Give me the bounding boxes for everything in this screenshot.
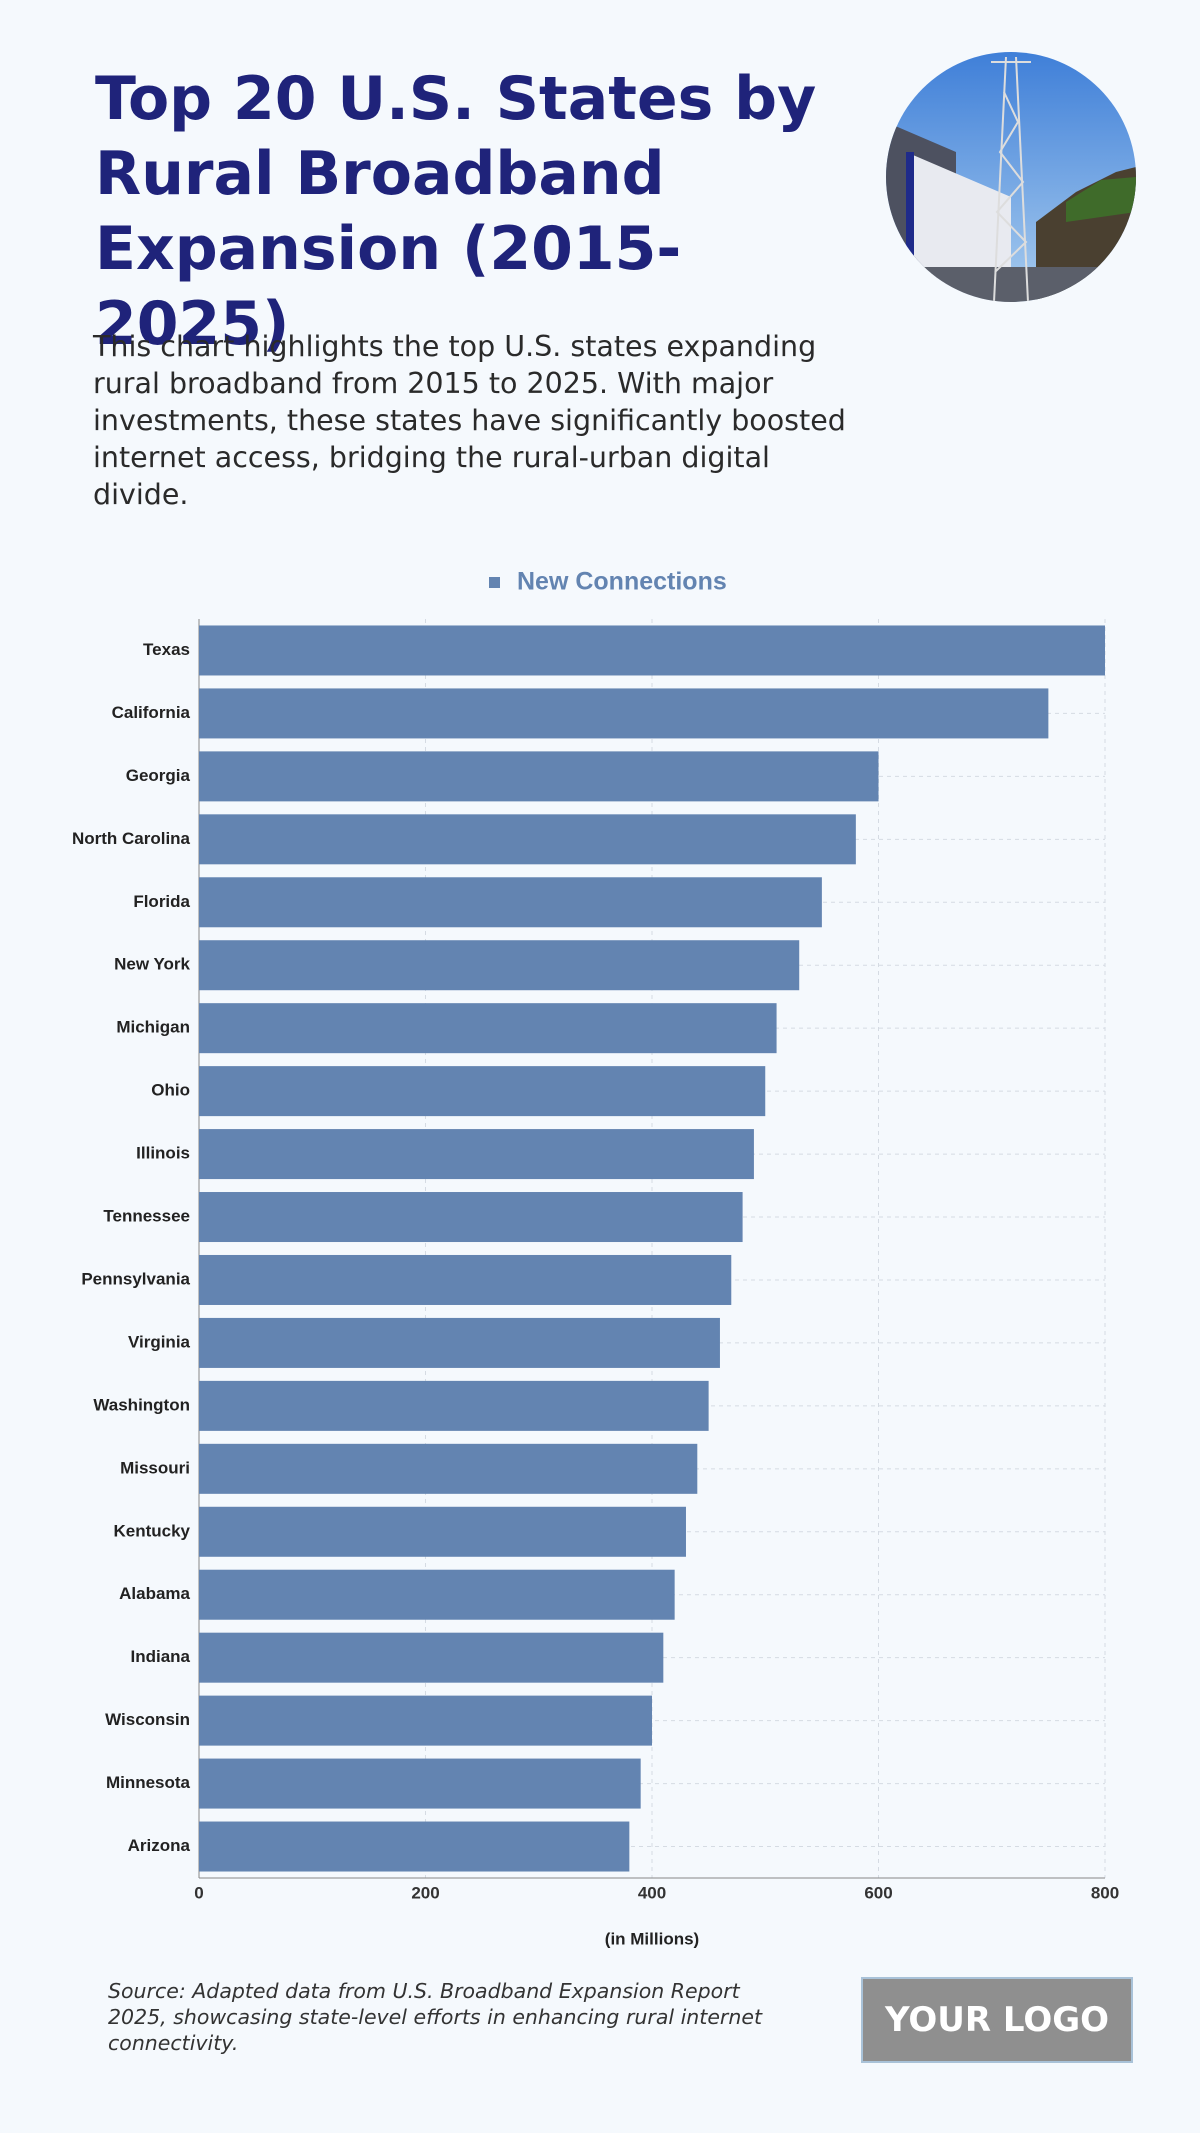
y-tick-label: New York (114, 955, 190, 974)
bar (199, 1695, 652, 1746)
bar (199, 1317, 720, 1368)
y-tick-label: Ohio (151, 1081, 190, 1100)
y-tick-label: North Carolina (72, 829, 191, 848)
bar (199, 1254, 732, 1305)
y-tick-label: Florida (133, 892, 190, 911)
bar (199, 688, 1049, 739)
bar (199, 1066, 766, 1117)
bar (199, 1569, 675, 1620)
y-tick-label: Virginia (128, 1332, 191, 1351)
x-tick-label: 800 (1091, 1883, 1119, 1902)
description: This chart highlights the top U.S. state… (93, 330, 846, 511)
bar (199, 1632, 664, 1683)
y-tick-label: Wisconsin (105, 1710, 190, 1729)
title: Top 20 U.S. States by Rural Broadband Ex… (95, 64, 817, 359)
bar (199, 1443, 698, 1494)
bar (199, 625, 1105, 676)
y-tick-label: Pennsylvania (81, 1269, 190, 1288)
bar (199, 814, 856, 865)
x-tick-label: 600 (864, 1883, 892, 1902)
y-tick-label: Washington (93, 1395, 190, 1414)
bar (199, 1192, 743, 1243)
bar (199, 1506, 686, 1557)
y-tick-label: Michigan (116, 1018, 190, 1037)
y-tick-label: Indiana (130, 1647, 190, 1666)
x-tick-label: 0 (194, 1883, 203, 1902)
bar (199, 751, 879, 802)
bar (199, 1821, 630, 1872)
y-tick-label: Missouri (120, 1458, 190, 1477)
y-tick-label: Arizona (128, 1836, 191, 1855)
legend-marker (489, 577, 500, 588)
header-photo (886, 52, 1136, 302)
bar (199, 1758, 641, 1809)
y-tick-label: Texas (143, 640, 190, 659)
source-note: Source: Adapted data from U.S. Broadband… (108, 1979, 762, 2055)
bar (199, 1380, 709, 1431)
legend-label: New Connections (517, 568, 727, 596)
bar (199, 940, 800, 991)
y-tick-label: California (112, 703, 191, 722)
x-tick-label: 200 (411, 1883, 439, 1902)
logo: YOUR LOGO (861, 1977, 1133, 2063)
x-axis-title: (in Millions) (605, 1929, 699, 1948)
x-tick-label: 400 (638, 1883, 666, 1902)
bar (199, 1003, 777, 1054)
bar (199, 877, 822, 928)
chart: New Connections 0 200 400 600 800 Texas Califor… (72, 568, 1119, 1949)
bar (199, 1129, 754, 1180)
y-tick-label: Kentucky (113, 1521, 190, 1540)
y-tick-label: Alabama (119, 1584, 190, 1603)
y-tick-label: Georgia (126, 766, 191, 785)
y-tick-label: Illinois (136, 1144, 190, 1163)
y-tick-label: Minnesota (106, 1773, 191, 1792)
y-tick-label: Tennessee (103, 1207, 190, 1226)
